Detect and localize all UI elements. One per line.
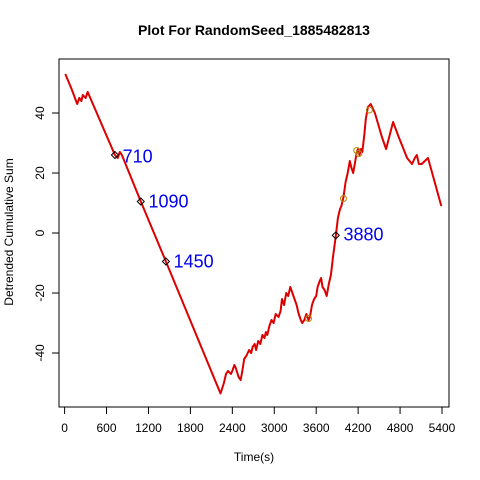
series-line bbox=[64, 73, 443, 395]
plot-frame bbox=[58, 58, 450, 408]
x-tick-label: 1800 bbox=[177, 421, 204, 435]
x-tick-label: 600 bbox=[97, 421, 117, 435]
x-tick-label: 4800 bbox=[387, 421, 414, 435]
y-axis-label: Detrended Cumulative Sum bbox=[2, 158, 16, 305]
y-tick-label: 40 bbox=[33, 106, 47, 120]
annotation-layer: 710 1090 1450 3880 bbox=[123, 147, 384, 272]
x-tick-label: 0 bbox=[61, 421, 68, 435]
x-tick-label: 1200 bbox=[135, 421, 162, 435]
y-axis: -40 -20 0 20 40 bbox=[33, 106, 60, 362]
annotation-label: 1450 bbox=[174, 252, 214, 272]
circle-marker bbox=[305, 315, 313, 322]
x-tick-label: 3600 bbox=[303, 421, 330, 435]
y-tick-label: 20 bbox=[33, 166, 47, 180]
diamond-marker bbox=[110, 150, 120, 160]
circle-marker bbox=[365, 106, 373, 114]
x-axis: 0 600 1200 1800 2400 3000 3600 4200 4800 5400 bbox=[61, 406, 456, 435]
x-tick-label: 4200 bbox=[345, 421, 372, 435]
diamond-marker bbox=[161, 257, 171, 266]
annotation-label: 1090 bbox=[148, 192, 188, 212]
x-tick-label: 3000 bbox=[261, 421, 288, 435]
circle-marker bbox=[339, 195, 347, 202]
y-tick-label: 0 bbox=[33, 229, 47, 236]
x-tick-label: 2400 bbox=[219, 421, 246, 435]
annotation-label: 710 bbox=[123, 147, 153, 167]
chart-title: Plot For RandomSeed_1885482813 bbox=[138, 22, 370, 38]
circle-marker bbox=[355, 150, 363, 157]
marker-layer bbox=[110, 106, 373, 322]
diamond-marker bbox=[136, 197, 145, 206]
diamond-marker bbox=[331, 231, 340, 240]
series-layer bbox=[64, 73, 443, 395]
y-tick-label: -40 bbox=[33, 344, 47, 362]
x-tick-label: 5400 bbox=[429, 421, 456, 435]
annotation-label: 3880 bbox=[343, 225, 383, 245]
x-axis-label: Time(s) bbox=[234, 450, 274, 464]
y-tick-label: -20 bbox=[33, 284, 47, 302]
